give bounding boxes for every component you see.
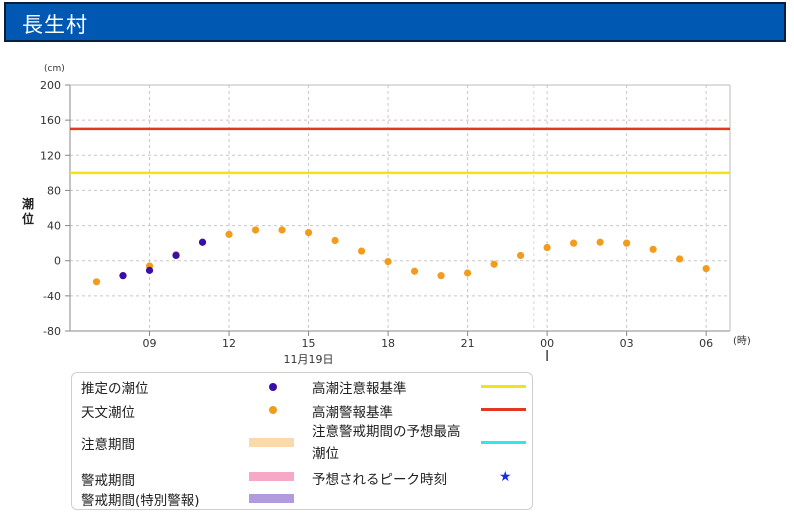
legend-astronomical-marker bbox=[269, 406, 277, 414]
astronomical-tide-point bbox=[384, 257, 392, 266]
astronomical-tide-point bbox=[702, 265, 710, 273]
x-tick-label: 15 bbox=[302, 337, 316, 350]
chart-legend: 推定の潮位 天文潮位 注意期間 警戒期間 警戒期間(特別警報) 高潮注意報基準 … bbox=[71, 372, 533, 510]
y-axis-title-char: 位 bbox=[22, 211, 34, 226]
x-tick-label: 06 bbox=[699, 337, 713, 350]
astronomical-tide-point bbox=[596, 238, 604, 246]
legend-caution-period-label: 注意期間 bbox=[81, 437, 135, 453]
astronomical-tide-point bbox=[676, 255, 684, 263]
y-unit-label: (cm) bbox=[44, 64, 65, 74]
y-tick-label: -80 bbox=[43, 325, 61, 338]
title-bar: 長生村 bbox=[4, 2, 786, 42]
legend-warning-period-label: 警戒期間 bbox=[81, 473, 135, 489]
astronomical-tide-point bbox=[278, 226, 286, 234]
astronomical-tide-point bbox=[543, 243, 551, 252]
y-tick-label: 200 bbox=[40, 79, 61, 92]
y-tick-label: 40 bbox=[47, 220, 61, 233]
x-tick-label: 18 bbox=[381, 337, 395, 350]
astronomical-tide-point bbox=[410, 267, 419, 275]
astronomical-tide-point bbox=[463, 269, 472, 277]
y-tick-label: -40 bbox=[43, 290, 61, 303]
legend-peak-time-label: 予想されるピーク時刻 bbox=[312, 472, 447, 488]
astronomical-tide-point bbox=[623, 239, 631, 247]
y-tick-label: 120 bbox=[40, 149, 61, 162]
legend-estimated-marker bbox=[269, 383, 277, 391]
estimated-tide-point bbox=[119, 272, 127, 280]
legend-special-warning-label: 警戒期間(特別警報) bbox=[81, 493, 200, 509]
x-tick-label: 03 bbox=[620, 337, 634, 350]
x-tick-label: 21 bbox=[461, 337, 475, 350]
estimated-tide-point bbox=[172, 251, 180, 260]
astronomical-tide-point bbox=[517, 251, 525, 260]
legend-peak-prediction-line bbox=[481, 441, 526, 444]
legend-peak-prediction-label: 注意警戒期間の予想最高潮位 bbox=[312, 424, 461, 462]
legend-caution-period-swatch bbox=[249, 438, 294, 447]
plot-area bbox=[70, 85, 730, 331]
x-unit-label: (時) bbox=[733, 335, 751, 347]
astronomical-tide-point bbox=[490, 260, 498, 268]
astronomical-tide-point bbox=[437, 272, 445, 280]
y-axis-title-char: 潮 bbox=[22, 196, 34, 211]
astronomical-tide-point bbox=[331, 236, 339, 245]
astronomical-tide-point bbox=[357, 247, 366, 255]
astronomical-tide-point bbox=[570, 239, 578, 247]
astronomical-tide-point bbox=[92, 278, 101, 286]
astronomical-tide-point bbox=[649, 245, 657, 253]
page-title: 長生村 bbox=[22, 13, 88, 37]
legend-estimated-label: 推定の潮位 bbox=[81, 381, 149, 397]
y-tick-label: 0 bbox=[54, 255, 61, 268]
date-label: 11月19日 bbox=[284, 353, 334, 366]
x-tick-label: 00 bbox=[540, 337, 554, 350]
legend-special-warning-swatch bbox=[249, 494, 294, 503]
estimated-tide-point bbox=[198, 238, 207, 246]
astronomical-tide-point bbox=[304, 229, 313, 237]
legend-warning-period-swatch bbox=[249, 472, 294, 481]
legend-caution-standard-line bbox=[481, 385, 526, 388]
estimated-tide-point bbox=[145, 266, 154, 274]
legend-warning-standard-label: 高潮警報基準 bbox=[312, 405, 393, 421]
legend-astronomical-label: 天文潮位 bbox=[81, 405, 135, 421]
legend-caution-standard-label: 高潮注意報基準 bbox=[312, 381, 407, 397]
y-tick-label: 160 bbox=[40, 114, 61, 127]
x-tick-label: 12 bbox=[222, 337, 236, 350]
y-tick-label: 80 bbox=[47, 184, 61, 197]
astronomical-tide-point bbox=[225, 230, 233, 238]
legend-peak-time-star-icon: ★ bbox=[499, 469, 512, 485]
legend-warning-standard-line bbox=[481, 408, 526, 411]
x-tick-label: 09 bbox=[143, 337, 157, 350]
tide-chart: -80 -40 0 40 80 120 160 200 09 12 15 18 21 00 03 06 11月1… bbox=[22, 64, 751, 366]
astronomical-tide-point bbox=[251, 226, 260, 234]
